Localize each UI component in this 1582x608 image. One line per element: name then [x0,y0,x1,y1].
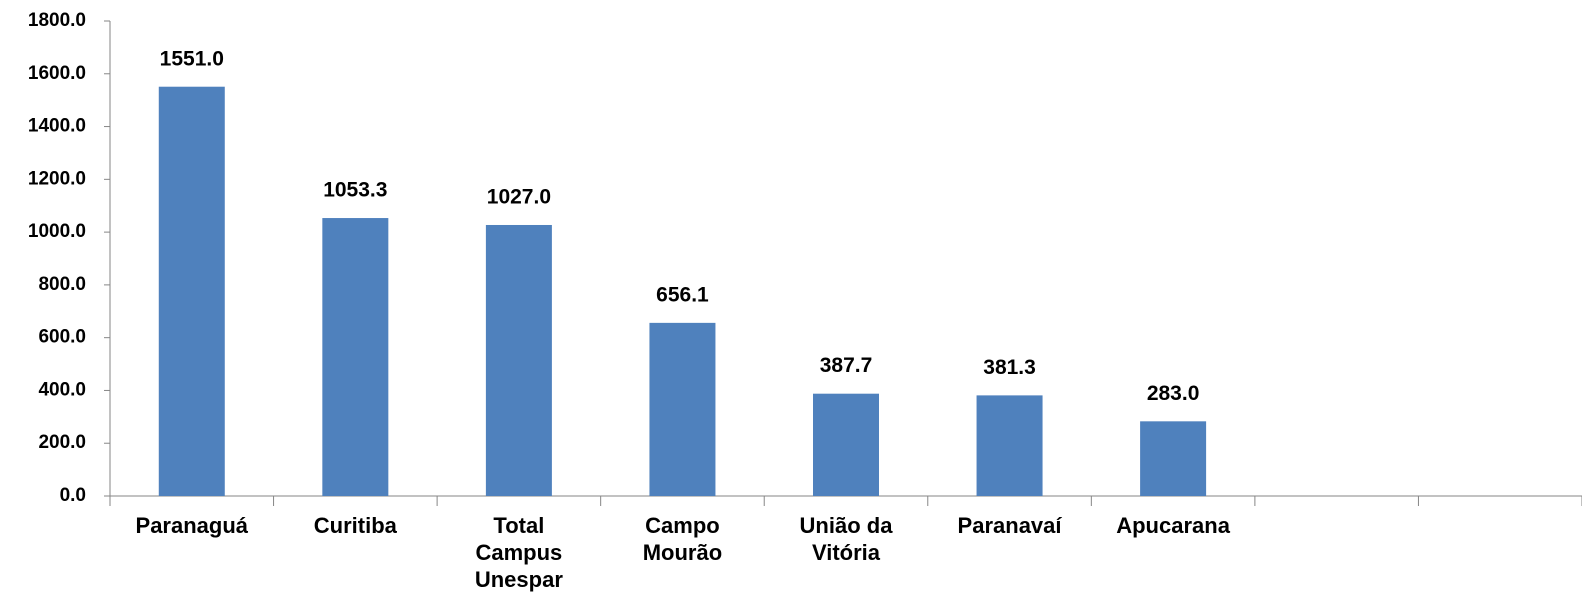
y-tick-label: 200.0 [38,432,86,453]
x-tick-label: Paranaguá [135,513,249,538]
data-label: 283.0 [1147,382,1200,405]
x-tick-label: Campo Mourão [642,513,723,565]
x-tick-label-box: Apucarana [1091,512,1255,539]
x-tick-label-box: Paranaguá [110,512,274,539]
x-tick-label: Total Campus Unespar [474,513,563,592]
y-tick-label: 1200.0 [28,168,86,189]
bar [649,322,716,496]
bar [485,224,552,496]
data-label: 656.1 [656,283,709,306]
data-label: 1053.3 [323,179,387,202]
bar [1140,421,1207,496]
bar [322,218,389,496]
y-tick-label: 1800.0 [28,10,86,31]
y-tick-label: 800.0 [38,274,86,295]
x-tick-label: Curitiba [313,513,397,538]
y-tick-label: 400.0 [38,379,86,400]
bar [976,395,1043,496]
bar [813,393,879,496]
data-label: 381.3 [983,356,1036,379]
x-tick-label: Apucarana [1116,513,1230,538]
x-tick-label-box: Paranavaí [928,512,1092,539]
data-label: 387.7 [820,354,873,377]
x-tick-label: União da Vitória [799,513,893,565]
y-tick-label: 0.0 [60,485,86,506]
data-label: 1551.0 [160,47,224,70]
y-tick-label: 600.0 [38,327,86,348]
x-tick-label-box: Total Campus Unespar [437,512,601,593]
x-tick-label: Paranavaí [957,513,1062,538]
bar [158,86,225,496]
x-tick-label-box: Curitiba [274,512,438,539]
y-tick-label: 1000.0 [28,221,86,242]
y-tick-label: 1600.0 [28,63,86,84]
x-tick-label-box: Campo Mourão [601,512,765,566]
data-label: 1027.0 [487,186,551,209]
x-tick-label-box: União da Vitória [764,512,928,566]
y-tick-label: 1400.0 [28,116,86,137]
